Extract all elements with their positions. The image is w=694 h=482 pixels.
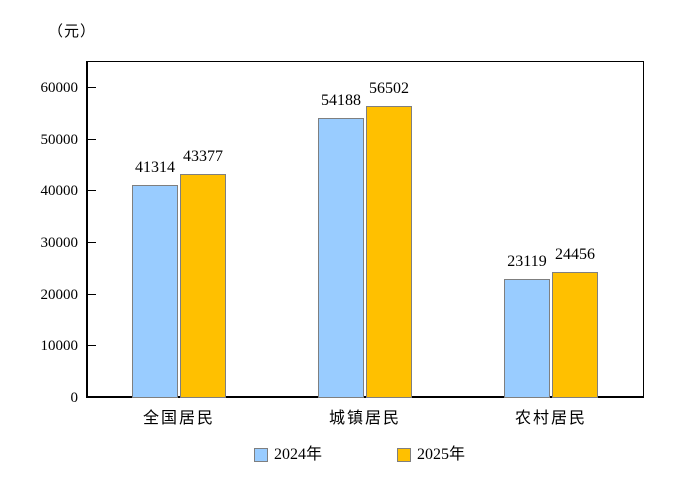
legend-item-2024年: 2024年: [254, 447, 322, 463]
legend-label: 2025年: [417, 446, 466, 463]
y-axis-tick: [88, 139, 96, 140]
bar-2024年-城镇居民: [318, 118, 364, 398]
y-axis-unit-label: （元）: [48, 24, 97, 40]
y-axis-tick-label: 0: [70, 390, 79, 406]
legend-swatch-2025年: [397, 448, 411, 462]
bar-value-label: 23119: [507, 253, 547, 270]
y-axis-tick: [88, 345, 96, 346]
y-axis-tick-label: 60000: [40, 80, 79, 96]
y-axis-tick-label: 20000: [40, 287, 79, 303]
legend-item-2025年: 2025年: [397, 447, 465, 463]
y-axis-tick-label: 50000: [40, 132, 79, 148]
bar-2025年-全国居民: [180, 174, 226, 398]
category-label-城镇居民: 城镇居民: [328, 410, 401, 427]
y-axis-tick-label: 30000: [40, 235, 79, 251]
y-axis-tick: [88, 397, 96, 398]
y-axis-tick-label: 40000: [40, 183, 79, 199]
bar-value-label: 56502: [369, 80, 409, 97]
y-axis-tick: [88, 87, 96, 88]
bar-value-label: 24456: [555, 246, 595, 263]
y-axis-tick: [88, 294, 96, 295]
legend-label: 2024年: [274, 446, 323, 463]
bar-value-label: 41314: [135, 159, 175, 176]
plot-area: [86, 61, 644, 398]
bar-2025年-城镇居民: [366, 106, 412, 398]
bar-2025年-农村居民: [552, 272, 598, 398]
bar-value-label: 43377: [183, 148, 223, 165]
category-label-农村居民: 农村居民: [514, 410, 587, 427]
y-axis-tick-label: 10000: [40, 338, 79, 354]
category-label-全国居民: 全国居民: [142, 410, 215, 427]
bar-2024年-农村居民: [504, 279, 550, 398]
bar-2024年-全国居民: [132, 185, 178, 398]
bar-value-label: 54188: [321, 92, 361, 109]
y-axis-tick: [88, 242, 96, 243]
y-axis-tick: [88, 190, 96, 191]
legend-swatch-2024年: [254, 448, 268, 462]
